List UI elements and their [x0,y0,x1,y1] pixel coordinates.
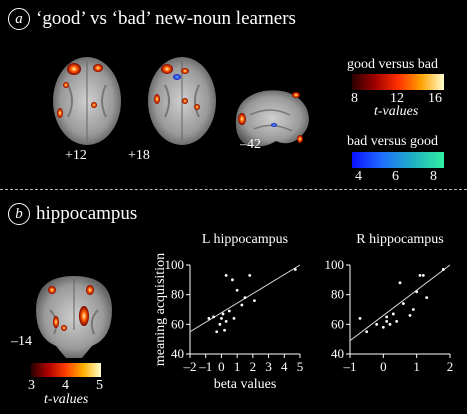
plot1-y-tick-label: 60 [331,316,344,331]
panel-a-header: a ‘good’ vs ‘bad’ new-noun learners [8,8,296,30]
coronal-slice-label: –14 [11,334,32,349]
brain-slice-axial-18 [148,57,216,145]
slice-label-2: +18 [128,148,150,163]
plot0-data-point [224,273,228,277]
plot0-x-tick-label: 0 [218,359,225,374]
colorbar-good-tick-2: 12 [390,91,404,106]
colorbar-hippo-tick-2: 4 [62,378,69,393]
plot1-data-point [365,330,369,334]
plot0-data-point [231,278,234,282]
plot1-x-tick-label: 0 [380,359,387,374]
scatter-r-hippocampus: R hippocampus –1 0 1 2 40 60 80 100 [325,232,454,374]
plot0-y-tick-label: 60 [171,316,184,331]
colorbar-good-tick-3: 16 [428,91,442,106]
plot1-title: R hippocampus [356,232,444,247]
colorbar-bad-tick-3: 8 [430,169,437,184]
plot1-fit-line [349,264,451,342]
colorbar-hippo-tick-3: 5 [96,378,103,393]
plot0-x-label: beta values [214,377,277,392]
plot1-x-tick-label: 1 [413,359,420,374]
plot1-data-point [408,314,412,317]
plot0-data-point [215,330,219,334]
plot0-title: L hippocampus [202,232,288,247]
brain-slice-coronal-14 [36,276,112,358]
plot1-data-point [375,322,379,326]
plot1-data-point [381,325,385,329]
plot0-data-point [243,296,247,300]
brain-slice-axial-12 [53,57,121,145]
plot0-data-point [221,312,225,316]
plot0-data-point [240,303,244,307]
plot0-y-tick-label: 100 [165,257,185,272]
plot0-data-point [232,317,236,320]
plot0-data-point [223,328,226,332]
plot1-data-point [388,322,392,326]
panel-b-letter: b [8,203,30,225]
plot0-x-tick-label: –2 [183,359,197,374]
plot1-data-point [391,312,395,316]
plot0-data-point [248,273,252,277]
panel-b-header: b hippocampus [8,203,137,225]
colorbar-hippo-bar [31,363,101,377]
colorbar-good-bar [352,74,444,90]
plot1-y-tick-label: 40 [331,346,344,361]
brain-slice-sagittal-42 [235,90,309,147]
plot0-data-point [207,317,211,320]
plot0-x-tick-label: 2 [250,359,256,374]
plot1-y-tick-label: 80 [331,287,344,302]
colorbar-bad-tick-1: 4 [355,169,362,184]
panel-b-title: hippocampus [36,203,138,224]
panel-a-letter: a [8,8,30,30]
panel-divider [0,189,467,190]
plot1-data-point [395,319,399,323]
plot0-x-tick-label: –1 [198,359,212,374]
plot1-data-point [415,290,419,294]
plot0-y-tick-label: 40 [171,346,184,361]
plot0-y-tick-label: 80 [171,287,184,302]
plot1-data-point [385,315,389,319]
plot0-data-point [212,315,215,319]
slice-label-1: +12 [65,148,87,163]
plot0-x-tick-label: 5 [297,359,304,374]
colorbar-hippo-tick-1: 3 [28,378,35,393]
colorbar-bad-title: bad versus good [347,134,438,149]
plot1-data-point [385,319,389,323]
plot0-data-point [253,299,256,302]
scatter-l-hippocampus: L hippocampus –2 –1 0 1 2 3 4 5 40 60 80 100 beta val… [153,232,303,392]
colorbar-good-tick-1: 8 [351,91,358,106]
plot1-data-point [398,281,402,285]
plot1-data-point [401,302,405,305]
plot0-data-point [227,309,231,313]
plot1-data-point [358,317,362,320]
plot0-data-point [220,317,223,320]
plot1-x-tick-label: –1 [343,359,357,374]
plot0-x-tick-label: 4 [281,359,288,374]
plot1-data-point [418,273,422,277]
colorbar-good-title: good versus bad [347,57,438,72]
plot0-data-point [293,268,297,271]
plot0-x-tick-label: 1 [234,359,241,374]
colorbar-bad-tick-2: 6 [392,169,399,184]
colorbar-good-unit: t-values [374,104,419,119]
colorbar-bad-bar [352,152,444,168]
plot1-x-tick-label: 2 [447,359,454,374]
panel-a-title: ‘good’ vs ‘bad’ new-noun learners [36,8,296,29]
plot0-data-point [235,288,239,292]
plot1-data-point [441,268,445,271]
plot0-x-tick-label: 3 [265,359,272,374]
plot1-data-point [421,273,425,277]
plot1-data-point [411,308,415,311]
colorbar-hippo-unit: t-values [44,392,89,407]
plot0-data-point [224,319,228,323]
slice-label-3: –42 [240,137,261,152]
plot1-y-tick-label: 100 [325,257,345,272]
plot0-y-label: meaning acquisition [153,253,168,366]
plot0-data-point [218,322,222,326]
plot1-data-point [425,296,429,300]
